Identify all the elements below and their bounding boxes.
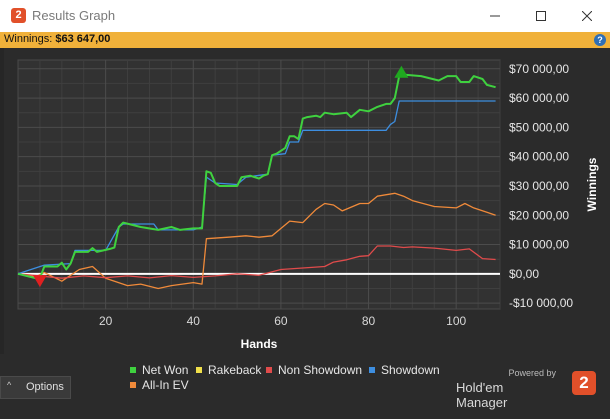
legend-item-net-won[interactable]: Net Won	[130, 363, 188, 377]
results-chart: 20 40 60 80 100 -$10 000,00 $0,00 $10 000,00 $20…	[17, 59, 599, 351]
y-axis-label: Winnings	[585, 157, 599, 211]
winnings-value: $63 647,00	[55, 33, 111, 45]
legend-swatch	[369, 366, 375, 373]
series-line-non-showdown	[17, 245, 496, 279]
y-tick-label: $10 000,00	[509, 238, 569, 252]
winnings-bar: Winnings: $63 647,00 ?	[0, 32, 610, 48]
maximize-button[interactable]	[518, 0, 564, 32]
legend-item-all-in-ev[interactable]: All-In EV	[130, 378, 189, 392]
winnings-label: Winnings:	[4, 33, 53, 45]
legend-swatch	[130, 381, 136, 388]
y-tick-label: $0,00	[509, 267, 539, 281]
legend-swatch	[130, 366, 136, 373]
x-tick-label: 20	[99, 314, 113, 328]
bottom-panel: ^ Options Net Won Rakeback Non Showdown …	[0, 354, 610, 419]
options-button[interactable]: ^ Options	[0, 376, 71, 399]
help-icon[interactable]: ?	[594, 34, 606, 46]
legend-label: Non Showdown	[278, 363, 363, 377]
y-tick-label: -$10 000,00	[509, 296, 573, 310]
legend-swatch	[196, 366, 202, 373]
y-tick-label: $30 000,00	[509, 179, 569, 193]
y-tick-label: $40 000,00	[509, 150, 569, 164]
brand: Powered by Hold'em Manager 2	[456, 368, 596, 410]
y-tick-label: $60 000,00	[509, 91, 569, 105]
holdem-manager-logo-icon: 2	[572, 371, 596, 395]
chevron-up-icon: ^	[7, 380, 12, 390]
close-button[interactable]	[564, 0, 610, 32]
options-label: Options	[26, 381, 64, 393]
graph-area: 20 40 60 80 100 -$10 000,00 $0,00 $10 000,00 $20…	[0, 48, 610, 354]
y-tick-label: $70 000,00	[509, 62, 569, 76]
minimize-button[interactable]	[472, 0, 518, 32]
legend-item-showdown[interactable]: Showdown	[369, 363, 440, 377]
y-tick-label: $50 000,00	[509, 120, 569, 134]
series-line-showdown	[17, 100, 496, 275]
legend-label: All-In EV	[142, 378, 189, 392]
close-icon	[582, 11, 592, 21]
legend-label: Rakeback	[208, 363, 262, 377]
x-axis-label: Hands	[241, 337, 278, 351]
series-line-all-in-ev	[17, 192, 496, 290]
minimize-icon	[490, 15, 500, 17]
legend-item-non-showdown[interactable]: Non Showdown	[266, 363, 362, 377]
legend-swatch	[266, 366, 272, 373]
y-tick-label: $20 000,00	[509, 208, 569, 222]
app-logo-icon: 2	[11, 8, 26, 23]
legend-label: Net Won	[142, 363, 189, 377]
winnings-summary: Winnings: $63 647,00	[4, 33, 110, 45]
brand-name: Hold'em Manager	[456, 380, 508, 410]
x-tick-label: 40	[187, 314, 201, 328]
peak-marker-icon	[394, 65, 409, 78]
powered-by-text: Powered by	[508, 368, 556, 378]
x-tick-label: 80	[362, 314, 376, 328]
maximize-icon	[536, 11, 546, 21]
legend-label: Showdown	[381, 363, 440, 377]
x-tick-label: 60	[274, 314, 288, 328]
low-marker-icon	[32, 275, 47, 288]
title-bar: 2 Results Graph	[0, 0, 610, 32]
left-edge	[0, 48, 4, 354]
x-tick-label: 100	[446, 314, 466, 328]
window-title: Results Graph	[32, 8, 116, 23]
legend-item-rakeback[interactable]: Rakeback	[196, 363, 261, 377]
